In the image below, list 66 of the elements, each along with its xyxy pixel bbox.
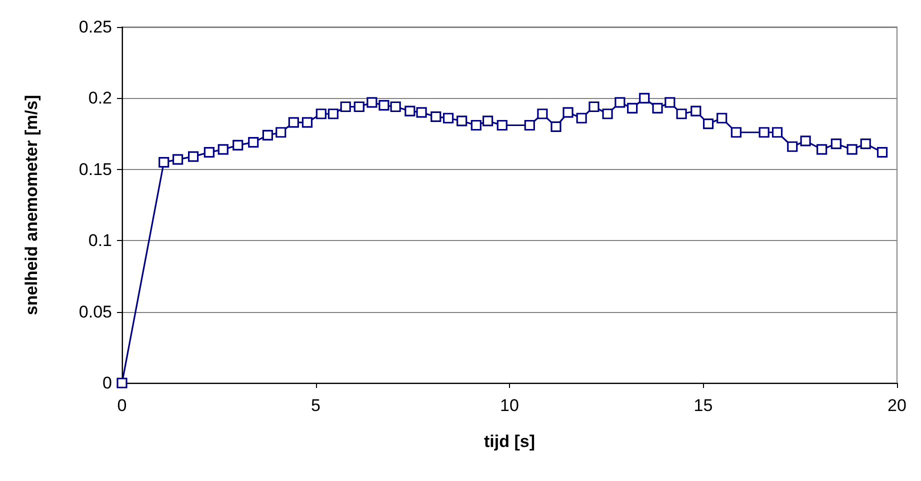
x-tick-label: 20 — [888, 396, 906, 415]
x-tick-label: 15 — [694, 396, 713, 415]
point — [248, 137, 259, 148]
y-axis-title: snelheid anemometer [m/s] — [22, 94, 41, 316]
point — [550, 121, 562, 132]
point — [404, 106, 416, 116]
point — [218, 144, 228, 155]
point — [316, 108, 326, 120]
point — [772, 127, 783, 138]
y-tick-label: 0.1 — [88, 231, 112, 250]
point — [787, 141, 798, 152]
y-tick-label: 0 — [102, 374, 112, 392]
point — [366, 97, 378, 108]
point — [730, 127, 742, 138]
point — [860, 138, 871, 150]
point — [816, 144, 828, 155]
point — [430, 111, 442, 122]
point — [232, 140, 244, 150]
x-tick-label: 5 — [311, 396, 320, 415]
x-tick-label: 0 — [117, 396, 127, 415]
point — [576, 112, 587, 124]
point — [416, 107, 427, 118]
point — [188, 151, 199, 162]
point — [562, 107, 574, 118]
point — [456, 116, 468, 126]
point — [276, 127, 286, 138]
x-axis-title: tijd [s] — [484, 432, 535, 451]
point — [204, 147, 214, 158]
point — [390, 101, 401, 112]
point — [354, 101, 364, 112]
y-tick-label: 0.15 — [78, 160, 112, 179]
point — [602, 108, 613, 120]
point — [116, 378, 128, 388]
point — [639, 92, 650, 104]
point — [664, 97, 676, 108]
point — [627, 102, 638, 114]
y-tick-label: 0.25 — [78, 18, 112, 36]
point — [614, 97, 626, 108]
point — [496, 120, 508, 131]
point — [588, 101, 600, 112]
y-tick-label: 0.05 — [78, 302, 112, 322]
point — [482, 116, 494, 126]
point — [470, 120, 482, 131]
point — [262, 130, 273, 141]
point — [378, 100, 390, 111]
point — [340, 101, 351, 112]
point — [652, 102, 663, 114]
point — [537, 108, 548, 120]
point — [758, 127, 770, 138]
point — [876, 147, 888, 158]
x-tick-label: 10 — [500, 396, 519, 415]
point — [800, 136, 811, 146]
point — [328, 108, 338, 120]
point — [302, 117, 313, 128]
y-tick-label: 0.2 — [88, 88, 112, 108]
point — [172, 154, 184, 165]
point — [524, 120, 535, 131]
point — [676, 108, 687, 120]
point — [702, 118, 714, 130]
point — [846, 144, 858, 155]
point — [716, 112, 728, 124]
point — [158, 156, 170, 168]
point — [288, 117, 299, 128]
point — [690, 106, 702, 116]
point — [442, 112, 454, 124]
point — [830, 138, 842, 150]
